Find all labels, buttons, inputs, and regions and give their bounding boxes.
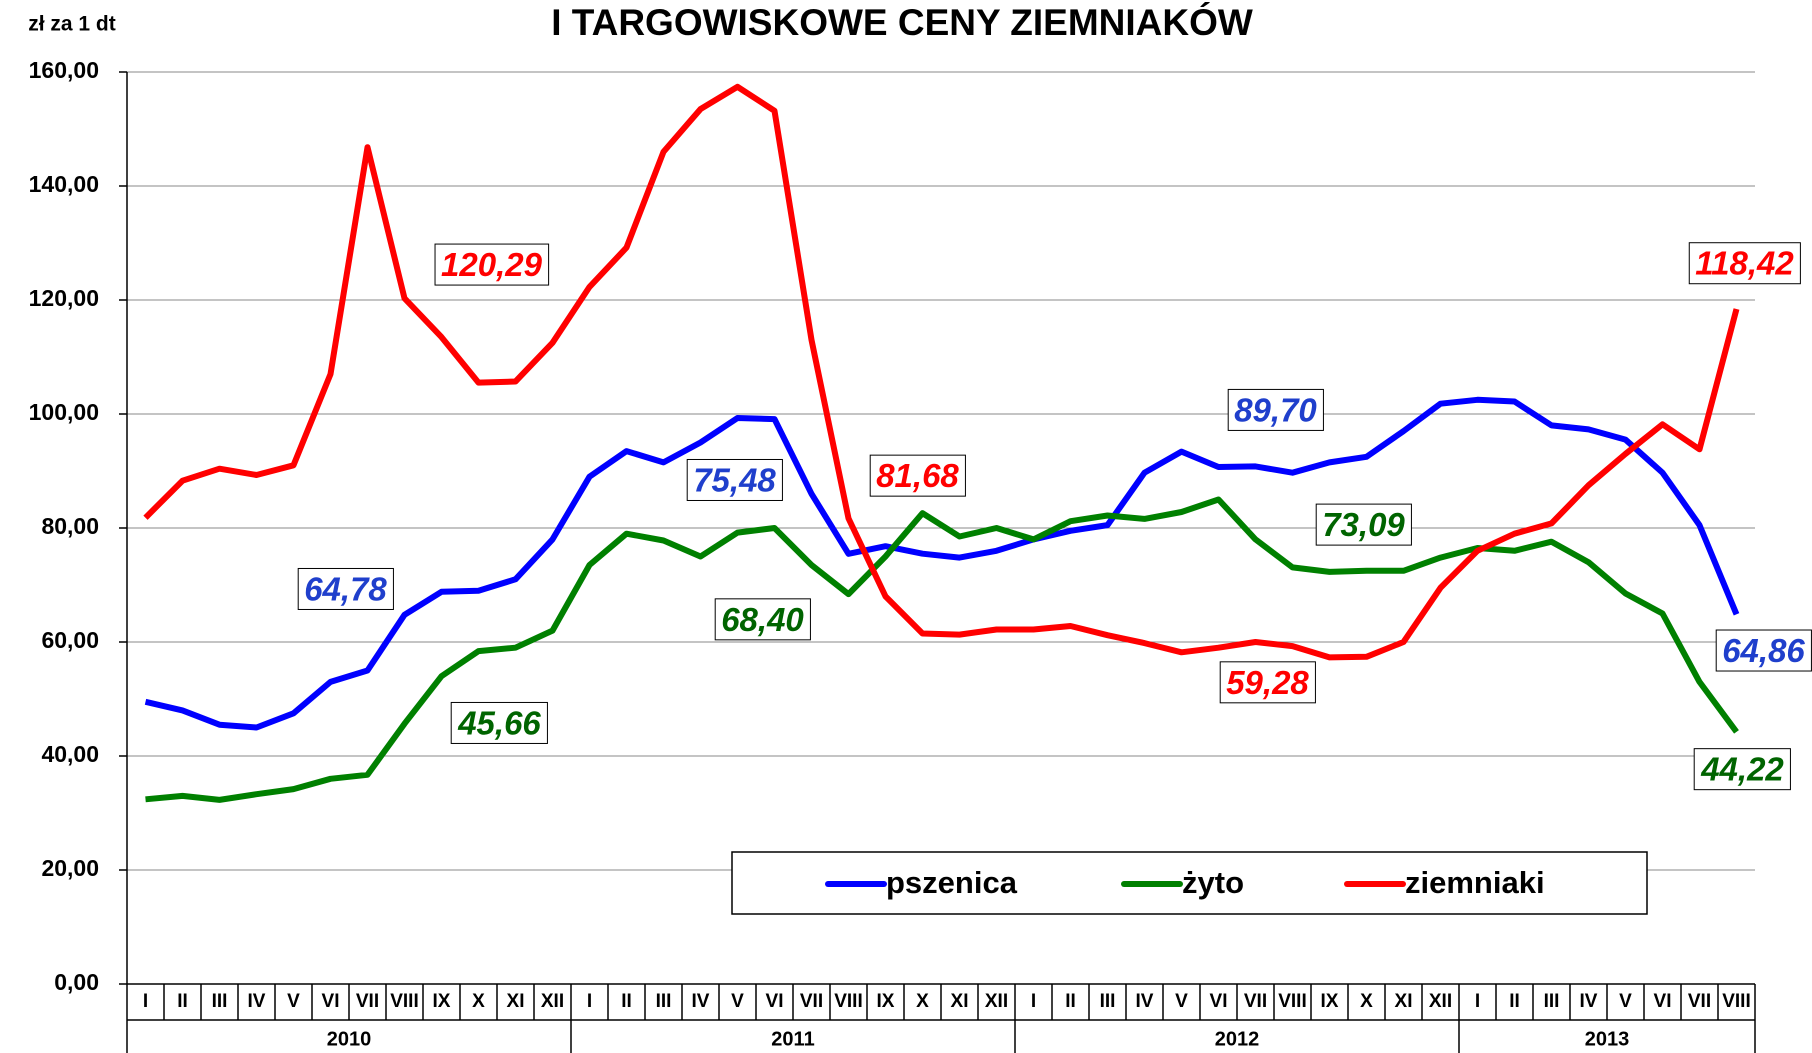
data-label: 45,66	[457, 704, 541, 741]
x-tick-label: I	[1475, 991, 1480, 1012]
data-label-box	[450, 701, 548, 744]
y-tick-label: 80,00	[41, 513, 99, 539]
data-label: 64,86	[1722, 632, 1805, 669]
x-tick-label: III	[1100, 991, 1116, 1012]
data-label-box	[1315, 503, 1412, 546]
data-label-box	[1715, 629, 1812, 672]
data-label-box	[686, 458, 783, 501]
x-tick-label: XII	[541, 991, 564, 1012]
data-label: 44,22	[1700, 751, 1784, 788]
x-tick-label: V	[1619, 991, 1632, 1012]
chart-title: I TARGOWISKOWE CENY ZIEMNIAKÓW	[551, 1, 1253, 43]
data-label: 59,28	[1226, 664, 1309, 701]
series-line	[144, 396, 1740, 731]
x-tick-label: VIII	[1278, 991, 1307, 1012]
x-tick-label: I	[1031, 991, 1036, 1012]
data-label: 75,48	[693, 461, 776, 498]
series-line	[145, 496, 1739, 803]
x-tick-label: VII	[1244, 991, 1267, 1012]
y-tick-label: 120,00	[29, 285, 99, 311]
x-tick-label: IX	[877, 991, 895, 1012]
data-label: 118,42	[1695, 245, 1794, 282]
year-label: 2013	[1585, 1028, 1630, 1050]
y-tick-label: 20,00	[41, 855, 99, 881]
x-tick-label: VIII	[390, 991, 419, 1012]
x-tick-label: XI	[1395, 991, 1413, 1012]
data-label-box	[434, 243, 550, 286]
x-tick-label: X	[916, 991, 929, 1012]
x-tick-label: III	[1544, 991, 1560, 1012]
data-label-box	[1688, 242, 1801, 285]
year-label: 2012	[1215, 1028, 1260, 1050]
data-label: 64,78	[304, 570, 387, 607]
x-tick-label: IV	[248, 991, 266, 1012]
x-tick-label: IX	[433, 991, 451, 1012]
data-label-box	[869, 454, 966, 497]
y-tick-label: 40,00	[41, 741, 99, 767]
x-tick-label: V	[287, 991, 300, 1012]
y-axis-label: zł za 1 dt	[28, 13, 116, 36]
x-tick-label: I	[143, 991, 148, 1012]
data-label: 81,68	[876, 457, 959, 494]
legend-label: żyto	[1182, 865, 1244, 900]
x-tick-label: XI	[951, 991, 969, 1012]
x-tick-label: VI	[322, 991, 340, 1012]
data-label-box	[1219, 661, 1316, 704]
data-label-box	[1227, 388, 1324, 431]
year-label: 2011	[771, 1028, 814, 1050]
x-tick-label: III	[656, 991, 672, 1012]
x-tick-label: III	[212, 991, 228, 1012]
x-tick-label: VIII	[1722, 991, 1751, 1012]
x-tick-label: VIII	[834, 991, 863, 1012]
x-tick-label: IV	[1136, 991, 1154, 1012]
x-tick-label: II	[621, 991, 632, 1012]
x-tick-label: X	[1360, 991, 1373, 1012]
x-tick-label: V	[1175, 991, 1188, 1012]
y-tick-label: 60,00	[41, 627, 99, 653]
year-label: 2010	[327, 1028, 372, 1050]
x-tick-label: II	[177, 991, 188, 1012]
x-tick-label: VI	[1210, 991, 1228, 1012]
x-tick-label: XI	[507, 991, 525, 1012]
data-label-box	[297, 567, 394, 610]
data-label-box	[714, 598, 811, 641]
x-tick-label: VI	[1654, 991, 1672, 1012]
data-label-box	[1693, 748, 1791, 791]
y-tick-label: 140,00	[29, 171, 99, 197]
x-tick-label: VII	[1688, 991, 1711, 1012]
x-tick-label: I	[587, 991, 592, 1012]
x-tick-label: IX	[1321, 991, 1339, 1012]
y-tick-label: 160,00	[29, 57, 99, 83]
y-tick-label: 100,00	[29, 399, 99, 425]
data-label: 73,09	[1322, 506, 1405, 543]
x-tick-label: VII	[356, 991, 379, 1012]
data-label: 89,70	[1234, 391, 1317, 428]
x-tick-label: VI	[766, 991, 784, 1012]
x-tick-label: VII	[800, 991, 823, 1012]
x-tick-label: IV	[1580, 991, 1598, 1012]
data-label: 68,40	[721, 601, 804, 638]
series-line	[143, 83, 1740, 661]
x-tick-label: XII	[985, 991, 1008, 1012]
data-label: 120,29	[441, 246, 543, 283]
y-tick-label: 0,00	[54, 969, 99, 995]
x-tick-label: II	[1065, 991, 1076, 1012]
x-tick-label: X	[472, 991, 485, 1012]
x-tick-label: V	[731, 991, 744, 1012]
x-tick-label: XII	[1429, 991, 1452, 1012]
legend-label: ziemniaki	[1405, 865, 1545, 900]
x-tick-label: II	[1509, 991, 1520, 1012]
x-tick-label: IV	[692, 991, 710, 1012]
legend-label: pszenica	[886, 865, 1018, 900]
